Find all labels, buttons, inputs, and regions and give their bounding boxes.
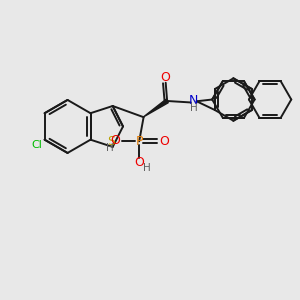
Text: O: O (111, 134, 121, 147)
Polygon shape (143, 99, 168, 117)
Text: O: O (160, 135, 170, 148)
Text: O: O (134, 156, 144, 169)
Text: H: H (190, 103, 197, 113)
Text: O: O (161, 71, 171, 84)
Text: H: H (106, 143, 114, 153)
Text: P: P (135, 135, 143, 148)
Text: Cl: Cl (32, 140, 43, 150)
Text: N: N (188, 94, 198, 106)
Text: S: S (107, 135, 115, 148)
Text: H: H (143, 163, 150, 173)
